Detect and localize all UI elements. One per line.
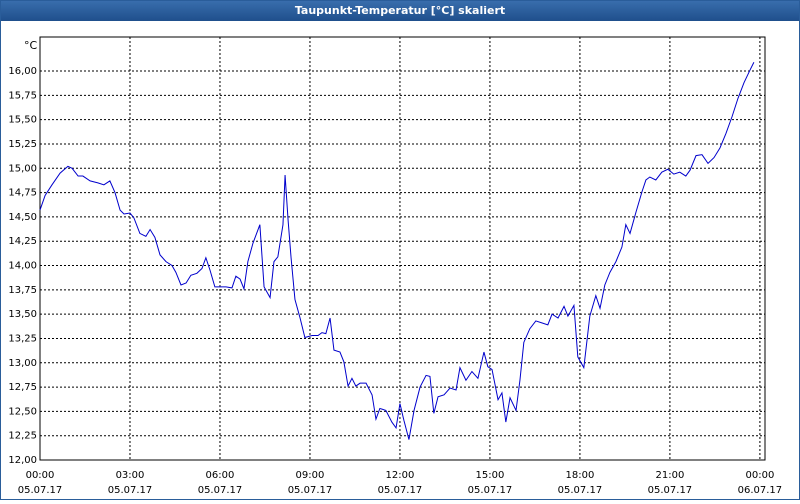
x-tick-date: 06.07.17 bbox=[738, 485, 783, 496]
y-tick-label: 13,75 bbox=[8, 285, 37, 296]
y-tick-label: 14,75 bbox=[8, 188, 37, 199]
x-tick-label: 03:00 bbox=[116, 470, 145, 481]
y-tick-label: 15,50 bbox=[8, 115, 37, 126]
x-tick-date: 05.07.17 bbox=[108, 485, 153, 496]
y-tick-label: 13,00 bbox=[8, 358, 37, 369]
y-tick-label: 15,00 bbox=[8, 163, 37, 174]
x-tick-label: 18:00 bbox=[566, 470, 595, 481]
y-tick-label: 12,00 bbox=[8, 455, 37, 466]
y-tick-label: 12,50 bbox=[8, 406, 37, 417]
title-bar bbox=[0, 0, 800, 21]
y-tick-label: 14,25 bbox=[8, 236, 37, 247]
x-tick-label: 00:00 bbox=[26, 470, 55, 481]
x-tick-label: 00:00 bbox=[745, 470, 774, 481]
x-tick-date: 05.07.17 bbox=[288, 485, 333, 496]
x-tick-label: 06:00 bbox=[206, 470, 235, 481]
x-tick-date: 05.07.17 bbox=[648, 485, 693, 496]
x-tick-label: 12:00 bbox=[386, 470, 415, 481]
x-tick-date: 05.07.17 bbox=[198, 485, 243, 496]
y-tick-label: 13,25 bbox=[8, 333, 37, 344]
x-tick-label: 21:00 bbox=[655, 470, 684, 481]
y-tick-label: 13,50 bbox=[8, 309, 37, 320]
x-tick-date: 05.07.17 bbox=[468, 485, 513, 496]
y-tick-label: 14,50 bbox=[8, 212, 37, 223]
y-tick-label: 15,75 bbox=[8, 90, 37, 101]
y-unit: °C bbox=[24, 39, 38, 52]
x-tick-label: 15:00 bbox=[476, 470, 505, 481]
data-line bbox=[39, 62, 755, 440]
y-tick-label: 15,25 bbox=[8, 139, 37, 150]
y-tick-label: 12,25 bbox=[8, 431, 37, 442]
y-tick-label: 16,00 bbox=[8, 66, 37, 77]
plot-border bbox=[39, 36, 766, 461]
y-tick-label: 12,75 bbox=[8, 382, 37, 393]
x-tick-date: 05.07.17 bbox=[378, 485, 423, 496]
x-tick-date: 05.07.17 bbox=[558, 485, 603, 496]
y-tick-label: 14,00 bbox=[8, 261, 37, 272]
x-tick-label: 09:00 bbox=[296, 470, 325, 481]
x-tick-date: 05.07.17 bbox=[18, 485, 63, 496]
chart-title: Taupunkt-Temperatur [°C] skaliert bbox=[295, 4, 505, 17]
